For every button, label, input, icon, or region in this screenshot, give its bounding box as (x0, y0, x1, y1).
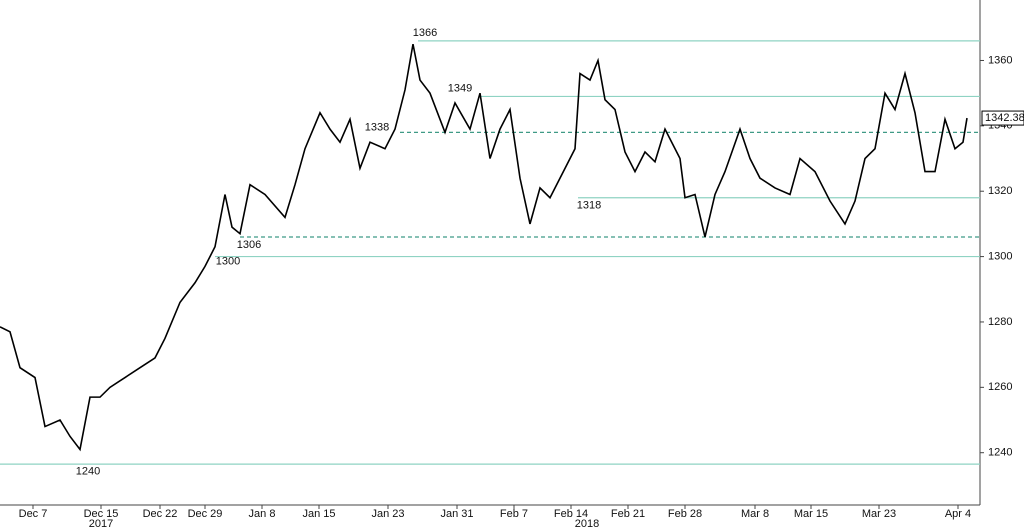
level-label: 1300 (216, 255, 240, 267)
x-tick-label: Jan 15 (302, 508, 335, 520)
x-tick-label: Dec 29 (188, 508, 223, 520)
year-label: 2018 (575, 518, 599, 528)
level-label: 1318 (577, 200, 601, 212)
y-tick-label: 1320 (988, 185, 1012, 197)
level-label: 1366 (413, 27, 437, 39)
x-tick-label: Feb 7 (500, 508, 528, 520)
last-value-box (981, 110, 1024, 126)
annotation: 1240 (76, 466, 100, 478)
x-tick-label: Jan 8 (249, 508, 276, 520)
x-tick-label: Mar 23 (862, 508, 896, 520)
x-tick-label: Jan 23 (371, 508, 404, 520)
level-label: 1338 (365, 121, 389, 133)
y-tick-label: 1260 (988, 381, 1012, 393)
y-tick-label: 1240 (988, 447, 1012, 459)
level-label: 1349 (448, 82, 472, 94)
x-tick-label: Feb 28 (668, 508, 702, 520)
y-tick-label: 1360 (988, 54, 1012, 66)
level-label: 1306 (237, 239, 261, 251)
x-tick-label: Dec 15 (84, 508, 119, 520)
y-tick-label: 1300 (988, 250, 1012, 262)
x-tick-label: Dec 7 (19, 508, 48, 520)
year-label: 2017 (89, 518, 113, 528)
y-tick-label: 1280 (988, 316, 1012, 328)
x-tick-label: Feb 21 (611, 508, 645, 520)
x-tick-label: Jan 31 (440, 508, 473, 520)
x-tick-label: Feb 14 (554, 508, 588, 520)
x-tick-label: Apr 4 (945, 508, 971, 520)
last-value-label: 1342.38 (985, 112, 1024, 124)
price-line (0, 43, 968, 452)
x-tick-label: Dec 22 (143, 508, 178, 520)
x-tick-label: Mar 8 (741, 508, 769, 520)
x-tick-label: Mar 15 (794, 508, 828, 520)
